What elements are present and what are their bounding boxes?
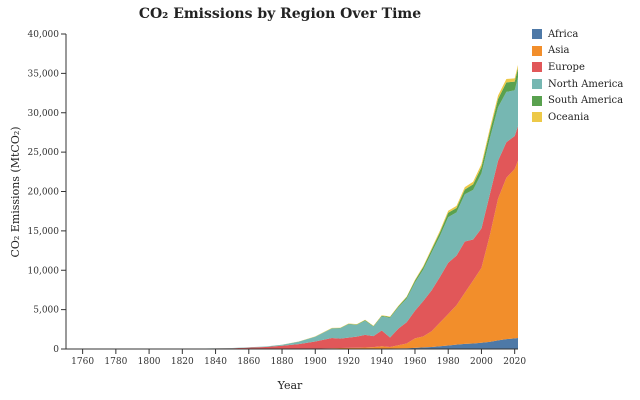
y-tick-label: 0 <box>53 345 59 355</box>
x-axis-title: Year <box>277 379 303 392</box>
legend-label: Oceania <box>548 111 590 123</box>
legend-label: Africa <box>548 28 579 40</box>
x-tick-label: 1880 <box>271 357 294 367</box>
legend-label: Europe <box>548 61 585 73</box>
y-axis-title: CO₂ Emissions (MtCO₂) <box>9 126 22 257</box>
area-africa <box>66 337 518 349</box>
legend-item-south-america[interactable]: South America <box>532 92 623 109</box>
legend-swatch <box>532 45 542 56</box>
legend-label: South America <box>548 95 624 107</box>
y-tick-label: 15,000 <box>28 227 60 237</box>
legend-label: North America <box>548 78 624 90</box>
y-tick-label: 40,000 <box>28 30 60 40</box>
chart-title: CO₂ Emissions by Region Over Time <box>138 6 422 22</box>
legend-item-europe[interactable]: Europe <box>532 59 623 76</box>
legend: Africa Asia Europe North America South Ameri… <box>532 26 623 126</box>
x-tick-label: 1900 <box>304 357 327 367</box>
y-tick-label: 35,000 <box>28 69 60 79</box>
y-tick-label: 5,000 <box>33 306 59 316</box>
legend-swatch <box>532 29 542 40</box>
area-asia <box>66 160 518 349</box>
x-tick-label: 1800 <box>138 357 161 367</box>
x-axis: 1760 1780 1800 1820 1840 1860 1880 1900 1920 1940… <box>66 348 526 367</box>
y-tick-label: 25,000 <box>28 148 60 158</box>
area-layers <box>66 64 518 349</box>
y-axis: 0 5,000 10,000 15,000 20,000 25,000 30,000 35,0… <box>28 30 67 355</box>
legend-item-north-america[interactable]: North America <box>532 76 623 93</box>
legend-swatch <box>532 112 542 123</box>
legend-label: Asia <box>548 45 570 57</box>
x-tick-label: 1960 <box>404 357 427 367</box>
legend-swatch <box>532 79 542 90</box>
x-tick-label: 1980 <box>437 357 460 367</box>
legend-item-asia[interactable]: Asia <box>532 43 623 60</box>
y-tick-label: 30,000 <box>28 109 60 119</box>
y-tick-label: 20,000 <box>28 188 60 198</box>
legend-item-oceania[interactable]: Oceania <box>532 109 623 126</box>
legend-swatch <box>532 95 542 106</box>
legend-swatch <box>532 62 542 73</box>
x-tick-label: 1780 <box>104 357 127 367</box>
x-tick-label: 1820 <box>171 357 194 367</box>
x-tick-label: 2020 <box>503 357 526 367</box>
y-tick-label: 10,000 <box>28 266 60 276</box>
x-tick-label: 1940 <box>370 357 393 367</box>
x-tick-label: 1760 <box>71 357 94 367</box>
x-tick-label: 1860 <box>237 357 260 367</box>
legend-item-africa[interactable]: Africa <box>532 26 623 43</box>
x-tick-label: 1840 <box>204 357 227 367</box>
x-tick-label: 2000 <box>470 357 493 367</box>
x-tick-label: 1920 <box>337 357 360 367</box>
